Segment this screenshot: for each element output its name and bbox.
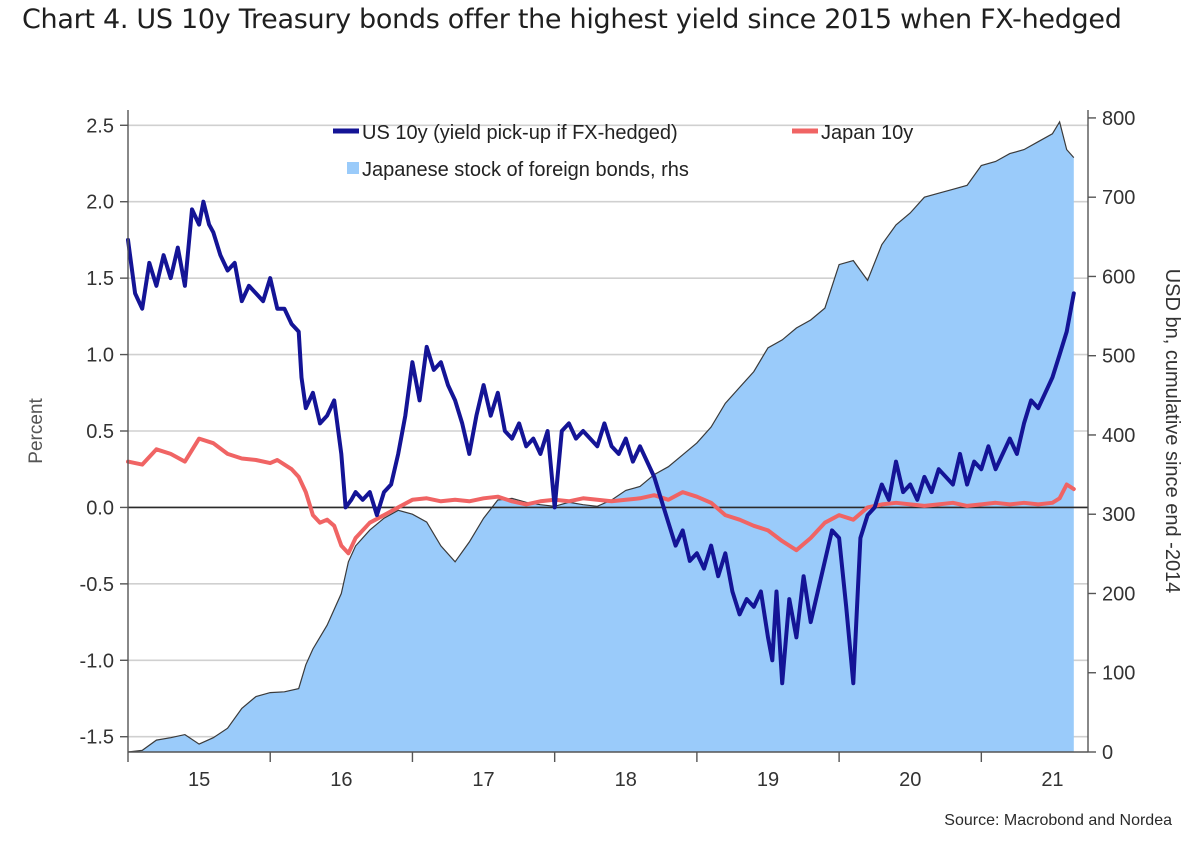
y-left-tick-label: -1.0 xyxy=(80,650,114,672)
x-tick-label: 16 xyxy=(330,769,352,791)
japan10y-line xyxy=(126,436,1076,556)
y-right-tick-label: 800 xyxy=(1102,108,1135,130)
y-right-tick-label: 500 xyxy=(1102,346,1135,368)
x-tick-label: 21 xyxy=(1041,769,1063,791)
y-right-tick-label: 0 xyxy=(1102,742,1113,764)
line-series xyxy=(126,199,1076,686)
legend-stock-swatch xyxy=(347,162,359,174)
stock-area xyxy=(128,121,1074,752)
y-left-tick-label: 1.0 xyxy=(86,345,114,367)
y-right-tick-label: 200 xyxy=(1102,583,1135,605)
y-right-tick-label: 300 xyxy=(1102,504,1135,526)
y-left-axis-title: Percent xyxy=(26,398,47,464)
y-right-tick-label: 600 xyxy=(1102,266,1135,288)
x-tick-label: 15 xyxy=(188,769,210,791)
y-left-tick-label: 0.5 xyxy=(86,421,114,443)
chart-title: Chart 4. US 10y Treasury bonds offer the… xyxy=(22,4,1122,35)
y-left-tick-label: 2.5 xyxy=(86,115,114,137)
axes: 2.5 2.0 1.5 1.0 0.5 0.0 -0.5 -1.0 -1.5 Percent 800… xyxy=(26,108,1183,791)
y-right-tick-label: 100 xyxy=(1102,663,1135,685)
y-left-tick-label: 0.0 xyxy=(86,497,114,519)
stock-area-series xyxy=(127,120,1075,753)
legend: US 10y (yield pick-up if FX-hedged) Japa… xyxy=(333,122,913,181)
x-tick-label: 17 xyxy=(472,769,494,791)
y-left-tick-label: -1.5 xyxy=(80,727,114,749)
legend-us10y-label: US 10y (yield pick-up if FX-hedged) xyxy=(362,122,678,144)
plot-area xyxy=(126,120,1088,753)
y-left-tick-label: 2.0 xyxy=(86,192,114,214)
legend-stock-label: Japanese stock of foreign bonds, rhs xyxy=(362,159,689,181)
x-tick-label: 20 xyxy=(899,769,921,791)
y-right-tick-label: 700 xyxy=(1102,187,1135,209)
source-note: Source: Macrobond and Nordea xyxy=(944,812,1172,829)
x-tick-label: 19 xyxy=(757,769,779,791)
us10y-line xyxy=(126,199,1076,686)
x-tick-label: 18 xyxy=(615,769,637,791)
y-right-axis-title: USD bn, cumulative since end -2014 xyxy=(1161,269,1183,594)
y-left-tick-label: -0.5 xyxy=(80,574,114,596)
y-right-tick-label: 400 xyxy=(1102,425,1135,447)
stock-area-edge xyxy=(127,120,1075,753)
legend-japan10y-label: Japan 10y xyxy=(821,122,913,144)
y-left-tick-label: 1.5 xyxy=(86,268,114,290)
